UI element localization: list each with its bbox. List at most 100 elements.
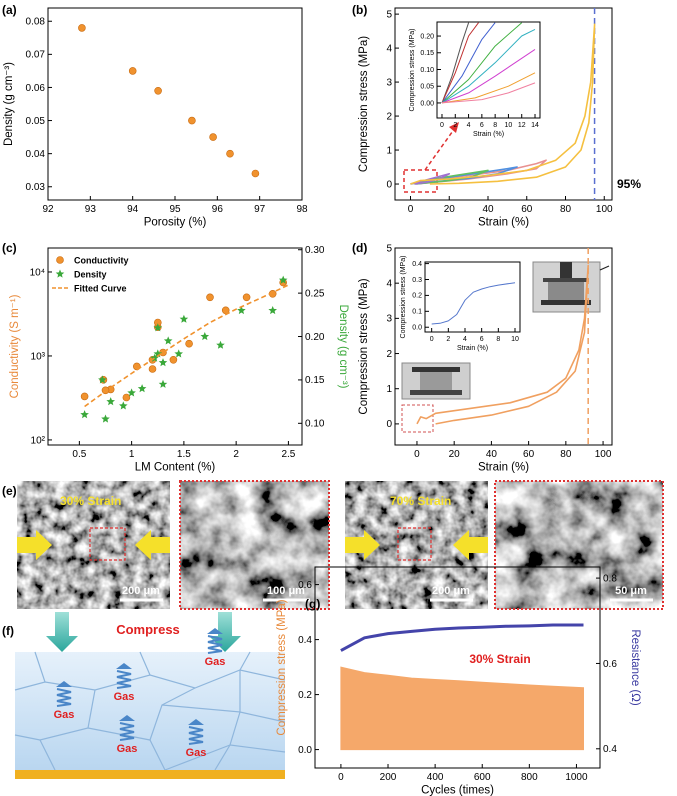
y-tick-label: 0.05: [26, 116, 46, 127]
point: [251, 169, 260, 178]
x-tick-label: 2: [233, 449, 239, 460]
x-tick-label: 60: [521, 204, 533, 215]
panel-label: (e): [2, 484, 17, 498]
y-tick-label: 2: [386, 349, 392, 360]
area: [340, 666, 584, 751]
photo-part: [548, 282, 584, 300]
x-tick-label: 6: [480, 122, 484, 129]
y-tick-label: 5: [386, 243, 392, 254]
y-tick-label: 5: [386, 9, 392, 20]
compress-arrow: [453, 530, 488, 560]
x-tick-label: 200: [380, 772, 397, 783]
gas-label: Gas: [205, 656, 226, 668]
x-tick-label: 95: [169, 204, 181, 215]
y-tick-label: 0.3: [412, 277, 422, 284]
y-axis-title: Density (g cm⁻³): [3, 62, 15, 146]
press-arrow: [46, 612, 78, 652]
gas-layer: Gas Gas Gas Gas Gas: [54, 628, 226, 759]
x-tick-label: 10: [505, 122, 513, 129]
curve: [441, 28, 536, 104]
x-tick-label: 4: [463, 336, 467, 343]
y2-axis-title: Density (g cm⁻³): [337, 304, 349, 388]
x-tick-label: 400: [427, 772, 444, 783]
x-tick-label: 20: [444, 204, 456, 215]
pointer: [599, 265, 610, 271]
y2-tick-label: 0.25: [305, 288, 325, 299]
star-marker: [200, 332, 210, 341]
annotation: 30% Strain: [469, 652, 530, 666]
x-tick-label: 0: [338, 772, 344, 783]
star-marker: [106, 397, 115, 406]
point: [128, 67, 137, 75]
y-axis-title: Compression stress (MPa): [409, 29, 416, 112]
y-tick-label: 0.4: [298, 635, 312, 646]
spring: [116, 670, 132, 689]
x-tick-label: 1000: [565, 772, 588, 783]
star-marker: [80, 410, 89, 419]
star-marker: [158, 379, 168, 388]
x-tick-label: 800: [521, 772, 538, 783]
x-tick-label: 2: [453, 122, 457, 129]
y-axis-title: Compression stress (MPa): [358, 278, 370, 414]
panel-label: (a): [2, 3, 17, 17]
y-tick-label: 3: [386, 77, 392, 88]
sem-image: [495, 481, 663, 609]
curve: [410, 169, 489, 185]
point: [101, 386, 110, 395]
strain-label: 70% Strain: [390, 494, 451, 508]
panel-label: (d): [352, 241, 367, 255]
curve: [410, 23, 596, 185]
plot-frame: [47, 7, 303, 201]
spring-cap: [207, 628, 223, 634]
x-tick-label: 12: [518, 122, 526, 129]
inset-frame: [436, 21, 541, 119]
x-tick-label: 80: [560, 449, 572, 460]
point: [78, 24, 86, 32]
curve: [416, 264, 589, 425]
x-tick-label: 97: [254, 204, 266, 215]
legend-swatch: [56, 256, 64, 264]
star-marker: [127, 388, 136, 397]
plot-frame: [314, 566, 601, 769]
y-tick-label: 0.4: [412, 261, 422, 268]
star-marker: [174, 349, 183, 358]
curve: [441, 82, 536, 104]
spring: [56, 688, 72, 707]
x-tick-label: 0.5: [72, 449, 86, 460]
legend-label: Density: [74, 270, 107, 280]
x-axis-title: Strain (%): [478, 217, 529, 229]
star-marker: [158, 358, 168, 367]
x-axis-title: Porosity (%): [144, 217, 207, 229]
legend-label: Fitted Curve: [74, 284, 127, 294]
compress-arrow: [17, 530, 52, 560]
y-tick-label: 0.0: [412, 325, 422, 332]
x-tick-label: 2.5: [281, 449, 295, 460]
press-arrow: [209, 612, 241, 652]
strain-label: 30% Strain: [60, 494, 121, 508]
y-tick-label: 0.05: [420, 84, 434, 91]
y-tick-label: 0.15: [420, 50, 434, 57]
y-tick-label: 0.03: [26, 182, 46, 193]
gas-label: Gas: [54, 709, 75, 721]
star-marker: [150, 353, 159, 362]
sem-image: [180, 481, 329, 609]
photo: [532, 261, 601, 313]
x-tick-label: 1: [129, 449, 135, 460]
x-axis-title: LM Content (%): [135, 462, 216, 474]
y-axis-title: Compression stress (MPa): [400, 256, 407, 339]
x-tick-label: 14: [531, 122, 539, 129]
point: [188, 116, 196, 125]
spring: [207, 635, 223, 654]
scale-label: 200 μm: [122, 585, 160, 597]
panel-label: (c): [2, 241, 17, 255]
y-tick-label: 1: [386, 145, 392, 156]
y-tick-label: 0: [386, 179, 392, 190]
zoom-frame: [494, 480, 664, 610]
curve: [84, 284, 289, 408]
x-tick-label: 80: [560, 204, 572, 215]
y-tick-label: 0.6: [298, 580, 312, 591]
curve: [441, 22, 479, 104]
star-marker: [98, 375, 107, 384]
x-tick-label: 20: [449, 449, 461, 460]
